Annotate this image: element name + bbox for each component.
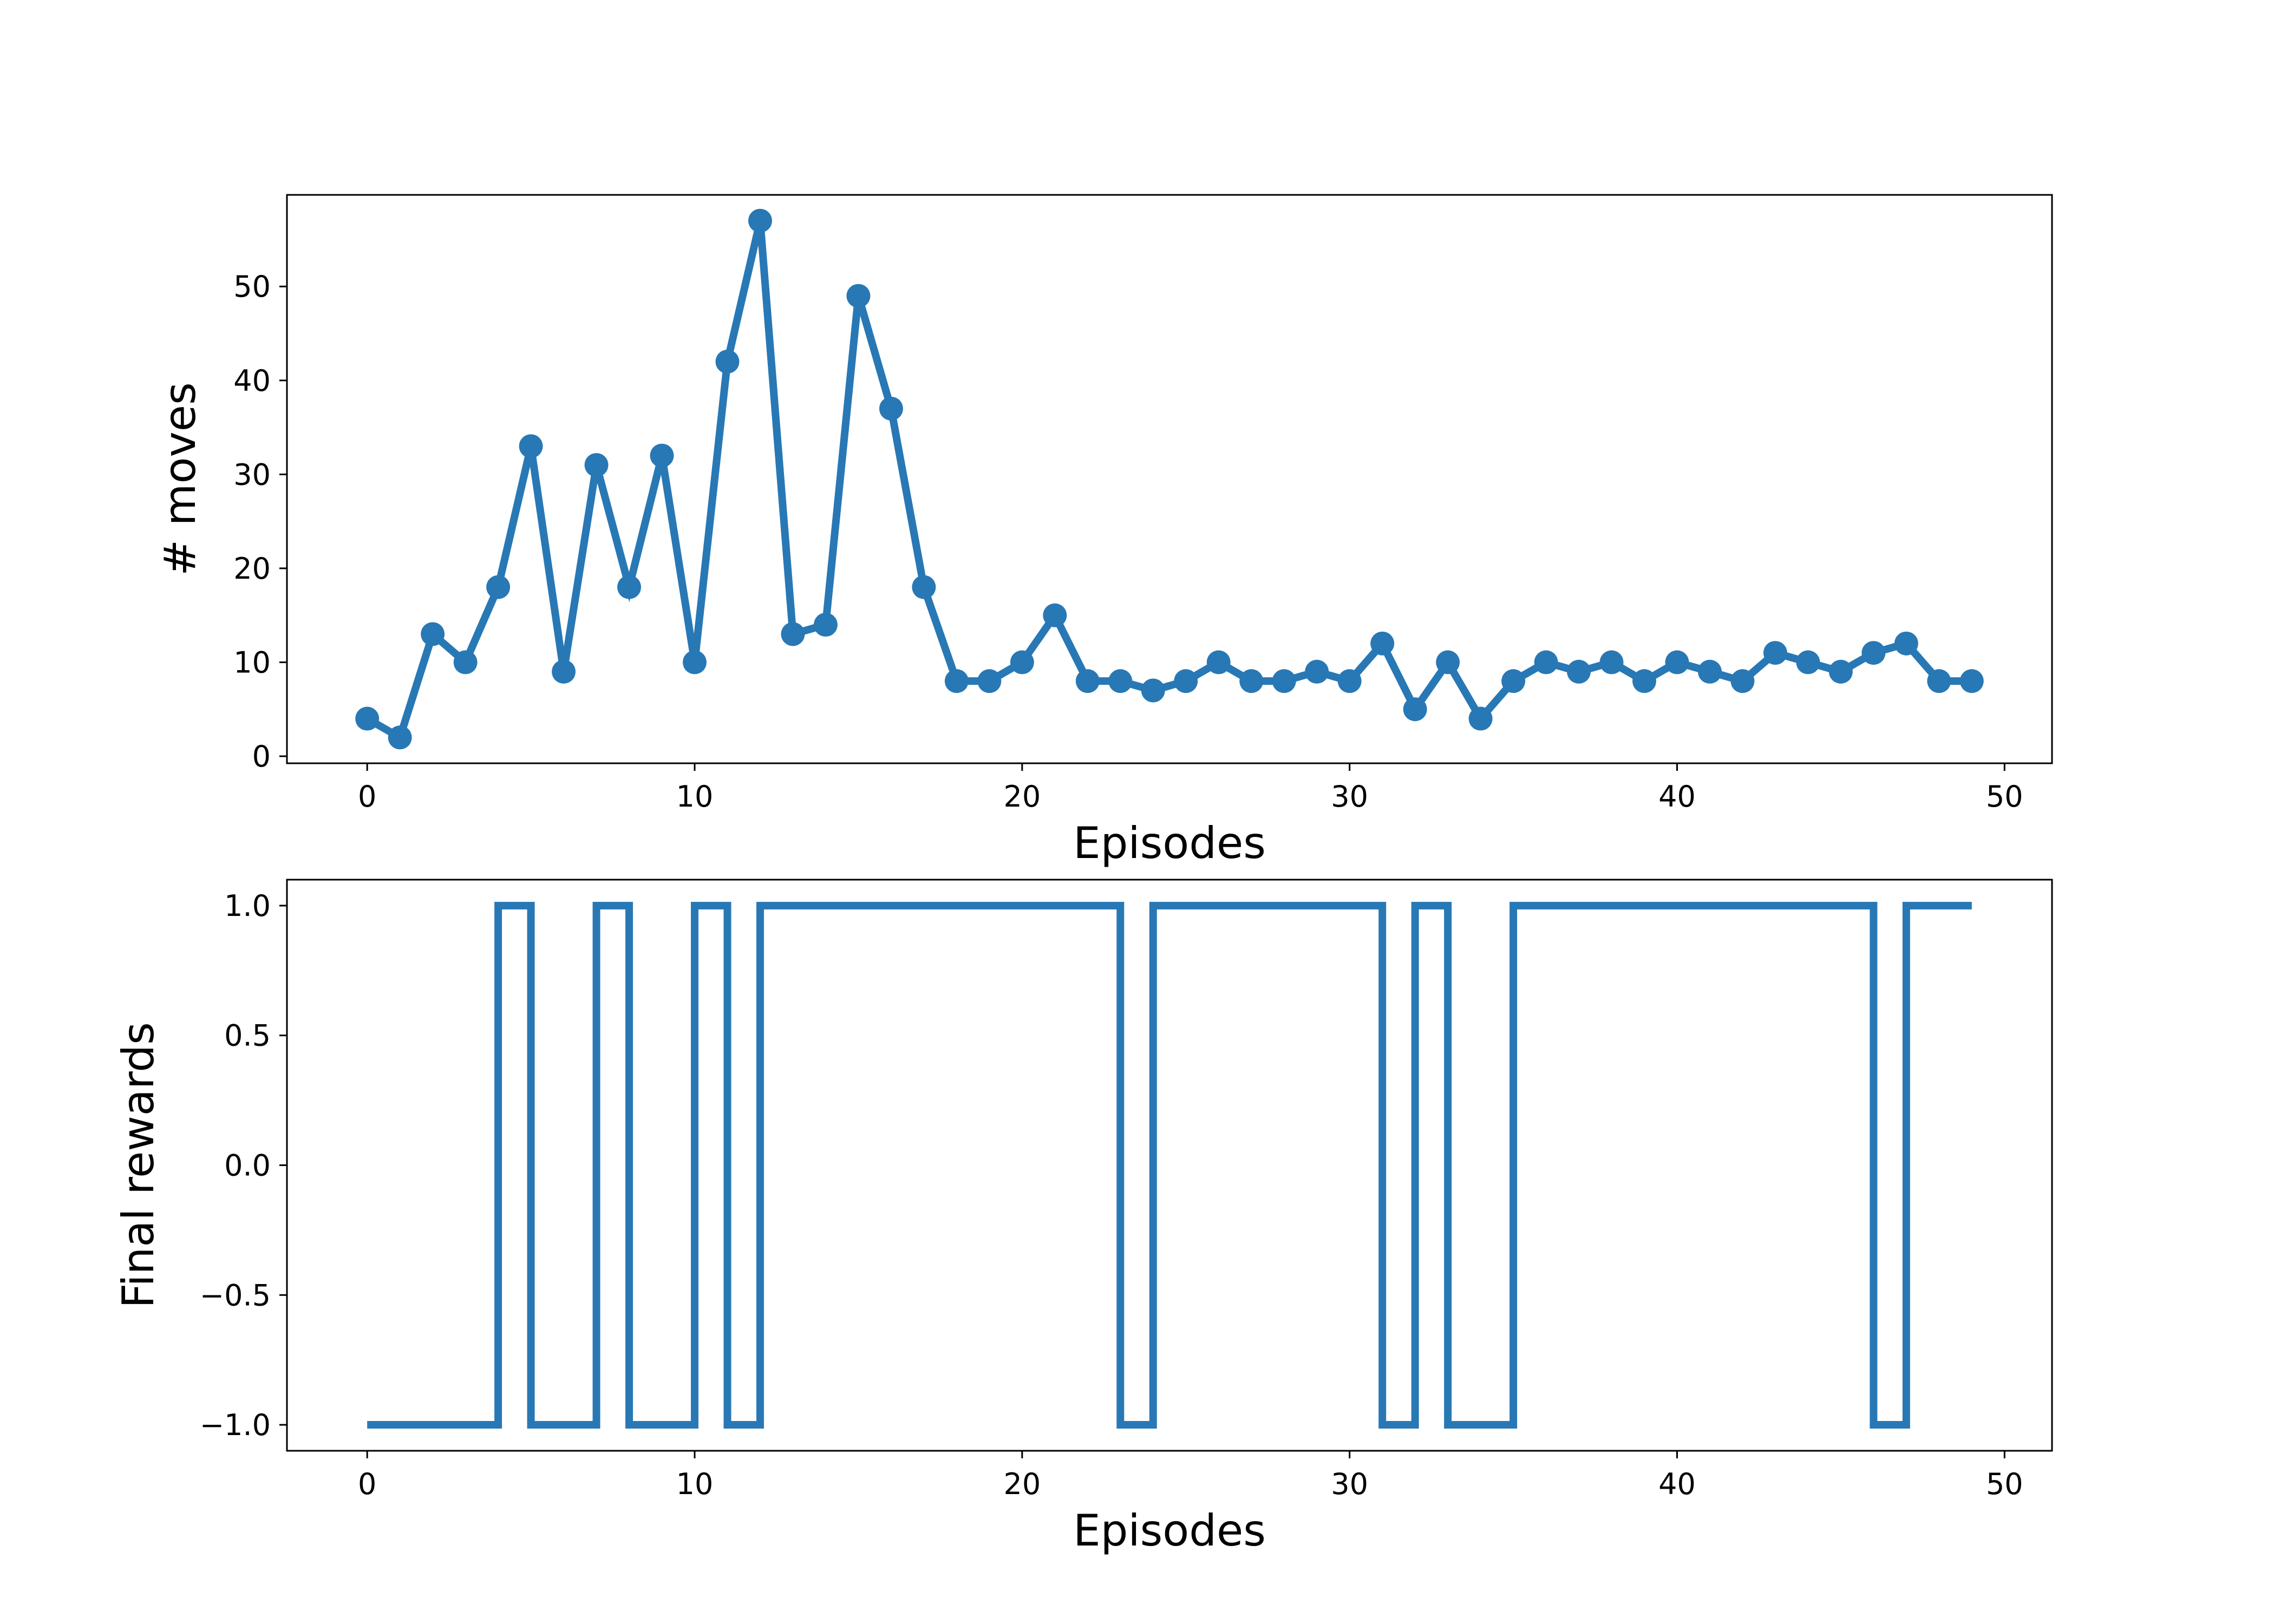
moves-point <box>1763 641 1787 665</box>
rewards-y-tick-label: 0.0 <box>224 1149 271 1183</box>
rewards-chart-panel: 0 10 20 30 40 50 −1.0 −0.5 0.0 0.5 1.0 Episodes Fina… <box>113 879 2053 1556</box>
moves-y-tick-label: 10 <box>233 645 271 679</box>
moves-point <box>1337 669 1362 693</box>
moves-x-tick-label: 0 <box>358 780 376 814</box>
rewards-x-tick-label: 40 <box>1658 1467 1696 1501</box>
rewards-y-tick-label: 1.0 <box>224 889 271 923</box>
moves-point <box>1174 669 1198 693</box>
moves-point <box>1403 697 1427 722</box>
moves-point <box>748 208 772 233</box>
rewards-y-tick-label: −1.0 <box>200 1408 271 1442</box>
moves-point <box>781 622 805 646</box>
moves-point <box>813 613 838 637</box>
moves-point <box>1632 669 1656 693</box>
moves-point <box>1370 631 1395 656</box>
moves-point <box>944 669 969 693</box>
moves-x-tick-label: 40 <box>1658 780 1696 814</box>
moves-y-tick-label: 20 <box>233 552 271 586</box>
moves-point <box>519 434 543 459</box>
moves-point <box>1665 650 1689 675</box>
moves-point <box>912 575 936 599</box>
moves-point <box>1468 706 1493 731</box>
moves-point <box>1206 650 1231 675</box>
rewards-x-tick-label: 20 <box>1003 1467 1041 1501</box>
moves-point <box>1436 650 1460 675</box>
moves-point <box>1141 678 1165 703</box>
moves-point <box>1894 631 1918 656</box>
moves-point <box>486 575 511 599</box>
moves-y-tick-label: 40 <box>233 364 271 398</box>
moves-plot-frame <box>286 194 2053 764</box>
moves-point <box>1730 669 1755 693</box>
moves-point <box>1828 659 1853 684</box>
moves-point <box>1599 650 1624 675</box>
moves-point <box>1239 669 1264 693</box>
moves-y-tick-label: 50 <box>233 270 271 304</box>
moves-chart-panel: 0 10 20 30 40 50 0 10 20 30 40 50 Episodes # moves <box>155 194 2053 868</box>
moves-point <box>1010 650 1034 675</box>
moves-point <box>879 396 903 421</box>
moves-x-tick-label: 10 <box>676 780 714 814</box>
moves-point <box>1075 669 1100 693</box>
moves-point <box>1861 641 1886 665</box>
moves-point <box>453 650 478 675</box>
moves-y-tick-label: 0 <box>252 739 271 774</box>
moves-point <box>1305 659 1329 684</box>
moves-point <box>1567 659 1591 684</box>
moves-point <box>1959 669 1984 693</box>
moves-x-tick-label: 30 <box>1331 780 1368 814</box>
moves-point <box>1534 650 1558 675</box>
moves-x-tick-label: 50 <box>1986 780 2023 814</box>
rewards-x-tick-label: 30 <box>1331 1467 1368 1501</box>
rewards-x-tick-label: 0 <box>358 1467 376 1501</box>
rewards-y-axis-label: Final rewards <box>113 1022 164 1308</box>
moves-point <box>421 622 445 646</box>
rewards-x-axis-label: Episodes <box>1073 1505 1266 1556</box>
rewards-x-tick-label: 50 <box>1986 1467 2023 1501</box>
moves-point <box>650 443 674 468</box>
rewards-y-tick-label: 0.5 <box>224 1019 271 1053</box>
moves-y-tick-label: 30 <box>233 457 271 492</box>
rewards-x-tick-label: 10 <box>676 1467 714 1501</box>
moves-point <box>1501 669 1526 693</box>
moves-point <box>1796 650 1820 675</box>
moves-point <box>715 350 740 374</box>
moves-point <box>1272 669 1296 693</box>
moves-point <box>977 669 1002 693</box>
moves-point <box>1697 659 1722 684</box>
moves-point <box>1043 603 1067 627</box>
moves-point <box>552 659 576 684</box>
moves-x-tick-label: 20 <box>1003 780 1041 814</box>
moves-x-axis-label: Episodes <box>1073 818 1266 868</box>
rewards-y-tick-label: −0.5 <box>200 1278 271 1312</box>
moves-point <box>683 650 707 675</box>
rewards-series-line <box>367 901 1972 1429</box>
moves-point <box>617 575 642 599</box>
moves-point <box>846 284 871 308</box>
moves-point <box>388 725 412 750</box>
moves-point <box>1927 669 1951 693</box>
moves-y-axis-label: # moves <box>155 382 205 576</box>
moves-point <box>584 453 609 477</box>
moves-point <box>1108 669 1133 693</box>
moves-point <box>355 706 380 731</box>
